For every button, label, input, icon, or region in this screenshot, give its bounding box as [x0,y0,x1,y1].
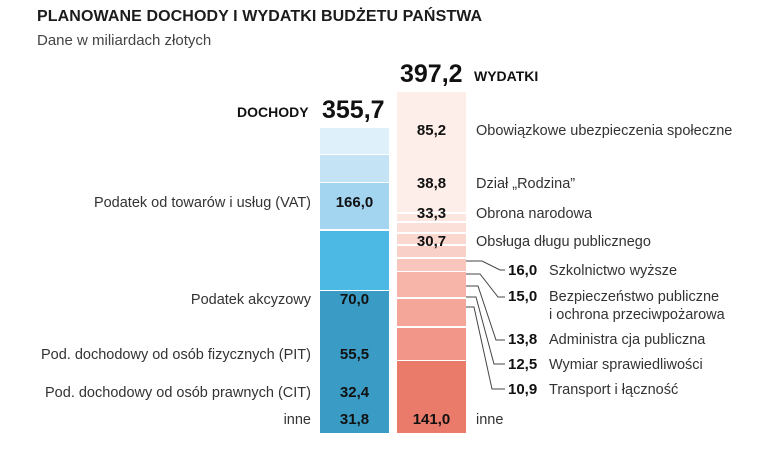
expense-label-transport: Transport i łączność [549,382,679,398]
expense-total: 397,2 [400,60,463,88]
expense-label-zus: Obowiązkowe ubezpieczenia społeczne [476,123,733,139]
leader-line-sprawiedliwosc [466,296,505,365]
leader-line-administracja [466,285,505,341]
income-label-akcyza: Podatek akcyzowy [190,292,311,308]
expense-label-bezpieczenstwo: Bezpieczeństwo publiczne i ochrona przec… [549,289,725,323]
expense-label-other: inne [476,412,504,428]
leader-line-szkolnictwo [466,260,505,271]
expense-bar-sprawiedliwosc [397,222,466,233]
expense-series-name: WYDATKI [474,68,539,84]
income-value-vat: 166,0 [335,194,374,211]
expense-label-sprawiedliwosc: Wymiar sprawiedliwości [549,357,703,373]
expense-value-obrona: 33,3 [416,205,447,222]
income-total: 355,7 [322,96,385,124]
leader-line-bezpieczenstwo [466,273,505,298]
expense-bar-other [397,91,466,212]
expense-label-szkolnictwo: Szkolnictwo wyższe [549,263,678,279]
expense-bar-obrona [397,298,466,327]
income-value-other: 31,8 [339,411,370,428]
income-value-pit: 55,5 [339,346,370,363]
income-bar-cit [320,155,389,182]
leader-line-transport [466,306,505,390]
expense-bar-zus [397,361,466,434]
expense-bar-rodzina [397,327,466,360]
chart-subtitle: Dane w miliardach złotych [37,32,212,49]
expense-bar-transport [397,213,466,222]
chart-title: PLANOWANE DOCHODY I WYDATKI BUDŻETU PAŃS… [37,8,483,25]
income-bar-other [320,127,389,154]
expense-bar-dlug [397,272,466,298]
expense-value-other: 141,0 [412,411,451,428]
expense-value-dlug: 30,7 [416,233,447,250]
expense-value-szkolnictwo: 16,0 [508,262,538,279]
income-bar-vat [320,291,389,434]
expense-label-administracja: Administra cja publiczna [549,332,706,348]
expense-value-transport: 10,9 [508,381,538,398]
income-label-other: inne [283,412,311,428]
expense-bar-administracja [397,233,466,245]
income-series-name: DOCHODY [237,104,309,120]
expense-value-sprawiedliwosc: 12,5 [508,356,538,373]
expense-bar-szkolnictwo [397,258,466,271]
expense-value-rodzina: 38,8 [416,175,447,192]
income-label-cit: Pod. dochodowy od osób prawnych (CIT) [45,385,311,401]
expense-value-administracja: 13,8 [508,331,538,348]
income-value-akcyza: 70,0 [339,291,370,308]
expense-value-zus: 85,2 [416,122,447,139]
expense-label-dlug: Obsługa długu publicznego [476,234,651,250]
income-bar-akcyza [320,230,389,290]
expense-bar-bezpieczenstwo [397,245,466,258]
income-label-vat: Podatek od towarów i usług (VAT) [93,195,311,211]
expense-label-rodzina: Dział „Rodzina” [476,176,576,192]
income-bar-pit [320,183,389,230]
income-label-pit: Pod. dochodowy od osób fizycznych (PIT) [41,347,311,363]
expense-value-bezpieczenstwo: 15,0 [508,288,538,305]
expense-label-obrona: Obrona narodowa [476,206,593,222]
income-value-cit: 32,4 [339,384,370,401]
